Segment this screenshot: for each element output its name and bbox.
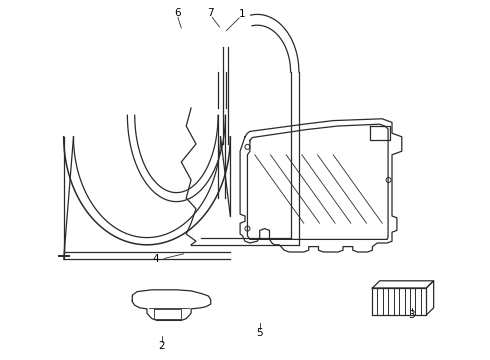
Text: 7: 7 [207,8,214,18]
Text: 6: 6 [174,8,181,18]
Text: 2: 2 [158,341,165,351]
Text: 4: 4 [152,254,159,264]
Text: 3: 3 [408,310,415,320]
Text: 1: 1 [239,9,246,19]
Text: 5: 5 [256,328,263,338]
